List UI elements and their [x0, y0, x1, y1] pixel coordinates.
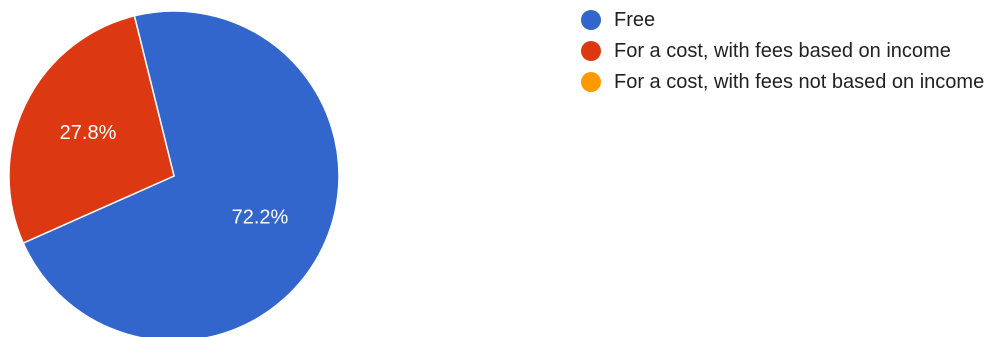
legend-item-not-income-based[interactable]: For a cost, with fees not based on incom…	[581, 69, 986, 96]
pie-slice-label-free: 72.2%	[232, 206, 289, 228]
pie-slice-labels: 72.2% 27.8%	[60, 122, 289, 228]
pie-slice-free[interactable]	[22, 10, 340, 337]
legend-swatch-not-income-based	[581, 72, 601, 92]
legend: Free For a cost, with fees based on inco…	[581, 7, 986, 100]
pie-slices	[8, 10, 340, 337]
legend-label-not-income-based: For a cost, with fees not based on incom…	[614, 71, 985, 93]
pie-slice-label-income-based: 27.8%	[60, 122, 117, 144]
legend-item-free[interactable]: Free	[581, 7, 986, 34]
legend-label-free: Free	[614, 9, 656, 31]
legend-item-income-based[interactable]: For a cost, with fees based on income	[581, 38, 986, 65]
legend-swatch-income-based	[581, 41, 601, 61]
pie-chart: 72.2% 27.8%	[8, 10, 340, 337]
pie-slice-income-based[interactable]	[8, 14, 175, 245]
legend-swatch-free	[581, 10, 601, 30]
legend-label-income-based: For a cost, with fees based on income	[614, 40, 951, 62]
